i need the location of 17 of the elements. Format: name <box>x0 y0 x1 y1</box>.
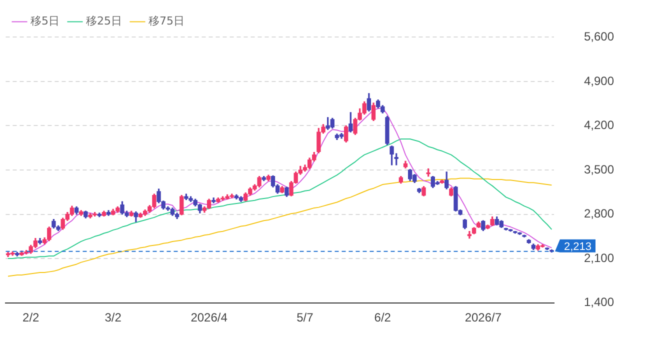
y-tick-label: 1,400 <box>584 295 614 310</box>
y-tick-label: 3,500 <box>584 162 614 176</box>
y-tick-label: 4,200 <box>584 118 614 132</box>
x-tick-label: 5/7 <box>296 310 314 324</box>
y-tick-label: 5,600 <box>584 30 614 44</box>
ref-line-label: 2,213 <box>564 240 592 253</box>
x-tick-label: 3/2 <box>104 310 122 324</box>
y-tick-label: 2,100 <box>584 250 614 265</box>
y-tick-label: 4,900 <box>584 74 614 88</box>
x-tick-label: 2026/7 <box>464 310 502 324</box>
legend-label: 移75日 <box>148 14 184 28</box>
y-tick-label: 2,800 <box>584 206 614 221</box>
x-tick-label: 6/2 <box>374 310 392 324</box>
legend-label: 移25日 <box>86 14 122 28</box>
x-tick-label: 2/2 <box>22 310 40 324</box>
legend-label: 移5日 <box>30 14 60 28</box>
x-tick-label: 2026/4 <box>190 310 228 324</box>
